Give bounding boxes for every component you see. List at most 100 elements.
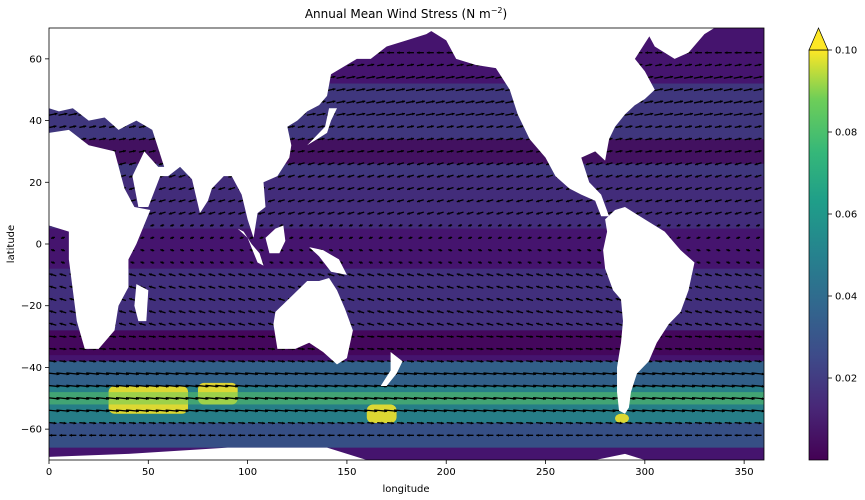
wind-arrow-head (488, 223, 491, 227)
wind-arrow-head (468, 223, 472, 227)
wind-arrow-head (761, 384, 764, 388)
wind-arrow-head (401, 125, 404, 128)
wind-arrow-head (152, 335, 156, 339)
wind-arrow-head (448, 236, 452, 240)
wind-arrow-head (160, 236, 164, 240)
wind-arrow-head (480, 149, 484, 153)
wind-arrow-head (709, 75, 713, 79)
wind-arrow-head (287, 433, 291, 437)
wind-arrow-head (724, 174, 728, 178)
wind-arrow-head (73, 347, 77, 351)
wind-arrow-head (690, 87, 693, 91)
wind-arrow-head (471, 112, 475, 116)
wind-arrow-head (388, 223, 392, 227)
wind-arrow-head (599, 359, 603, 363)
wind-arrow-head (460, 149, 464, 153)
wind-arrow-head (450, 347, 454, 351)
wind-arrow-head (689, 137, 692, 141)
wind-arrow-head (734, 162, 738, 166)
wind-arrow-head (566, 199, 569, 203)
wind-arrow-head (456, 162, 460, 166)
wind-arrow-head (456, 433, 460, 437)
wind-arrow-head (160, 248, 164, 252)
wind-arrow-head (696, 248, 700, 252)
wind-arrow-head (411, 63, 414, 67)
wind-arrow-head (301, 347, 305, 351)
wind-arrow-head (587, 261, 591, 265)
wind-arrow-head (738, 125, 742, 128)
wind-arrow-head (321, 359, 325, 363)
wind-arrow-head (190, 236, 194, 240)
wind-arrow-head (458, 223, 462, 227)
wind-arrow-head (516, 285, 520, 289)
wind-arrow-head (431, 359, 434, 363)
wind-arrow-head (470, 63, 474, 67)
wind-arrow-head (428, 223, 432, 227)
wind-arrow-head (371, 149, 375, 153)
wind-arrow-head (202, 421, 206, 425)
wind-arrow-head (168, 174, 172, 178)
wind-arrow-head (517, 261, 521, 265)
wind-arrow-head (162, 359, 166, 363)
wind-arrow-head (758, 335, 762, 339)
wind-arrow-head (158, 297, 162, 301)
wind-arrow-head (242, 359, 246, 363)
wind-arrow-head (660, 87, 664, 91)
wind-arrow-head (615, 433, 619, 437)
wind-arrow-head (639, 137, 643, 141)
wind-arrow-head (178, 322, 182, 326)
wind-arrow-head (468, 261, 472, 265)
wind-arrow-head (351, 335, 355, 339)
wind-arrow-head (496, 322, 500, 326)
wind-arrow-head (160, 261, 164, 265)
colorbar-tick-label: 0.08 (835, 128, 857, 139)
wind-arrow-head (377, 174, 381, 178)
wind-arrow-head (377, 433, 380, 437)
wind-arrow-head (609, 137, 613, 141)
wind-arrow-head (748, 347, 752, 351)
wind-arrow-head (54, 112, 58, 116)
wind-arrow-head (709, 335, 712, 339)
wind-arrow-head (476, 322, 480, 326)
wind-arrow-head (570, 335, 573, 339)
wind-arrow-head (407, 322, 411, 326)
wind-arrow-head (719, 421, 722, 425)
wind-arrow-head (269, 223, 273, 227)
wind-arrow-head (436, 51, 440, 55)
wind-arrow-head (615, 310, 619, 314)
wind-arrow-head (162, 335, 166, 339)
wind-arrow-head (716, 248, 720, 252)
wind-arrow-head (382, 87, 386, 91)
wind-arrow-head (309, 236, 313, 240)
wind-arrow-head (450, 63, 454, 67)
wind-arrow-head (510, 149, 514, 153)
wind-arrow-head (387, 187, 391, 191)
wind-arrow-head (468, 248, 472, 252)
wind-arrow-head (202, 335, 206, 339)
wind-arrow-head (377, 285, 381, 289)
wind-arrow-head (368, 223, 372, 227)
wind-arrow-head (278, 212, 281, 215)
wind-arrow-head (650, 112, 654, 116)
wind-arrow-head (73, 125, 77, 128)
wind-arrow-head (297, 433, 301, 437)
wind-arrow-head (113, 137, 116, 141)
wind-arrow-head (278, 285, 281, 289)
wind-arrow-head (729, 112, 733, 116)
wind-arrow-head (317, 199, 321, 203)
wind-arrow-head (158, 322, 162, 326)
wind-arrow-head (441, 112, 445, 116)
wind-arrow-head (481, 112, 485, 116)
wind-arrow-head (119, 322, 123, 326)
wind-arrow-head (420, 137, 424, 141)
wind-arrow-head (158, 212, 162, 215)
wind-arrow-head (500, 149, 504, 153)
wind-arrow-head (109, 433, 112, 437)
wind-arrow-head (301, 359, 305, 363)
wind-arrow-head (728, 149, 732, 153)
wind-arrow-head (268, 199, 272, 203)
wind-arrow-head (347, 187, 351, 191)
wind-arrow-head (426, 310, 430, 314)
wind-arrow-head (168, 310, 172, 314)
wind-arrow-head (451, 100, 455, 104)
